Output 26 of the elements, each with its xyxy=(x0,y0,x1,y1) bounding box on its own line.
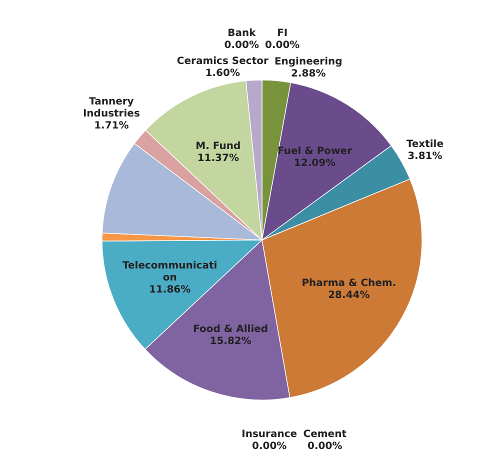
category-label: FI xyxy=(277,28,288,39)
slice-label: Ceramics Sector xyxy=(176,56,268,68)
slice-label: Fuel & Power xyxy=(278,146,352,157)
slice-label: Telecommunication xyxy=(122,260,218,284)
category-label: Cement xyxy=(303,428,346,440)
text: 0.00% xyxy=(252,440,287,452)
data-label: 12.09% xyxy=(294,158,336,169)
text: 0.00% xyxy=(224,40,259,51)
slice-label: Textile xyxy=(406,138,444,150)
data-label: 1.60% xyxy=(205,68,240,80)
slice-label: Engineering xyxy=(274,56,342,68)
slice-label: M. Fund xyxy=(196,141,241,152)
data-label: 11.37% xyxy=(197,153,239,164)
category-label: Insurance xyxy=(242,428,298,440)
data-label: 28.44% xyxy=(328,290,370,301)
category-label: Bank xyxy=(228,28,256,39)
data-label: 15.82% xyxy=(210,336,252,348)
data-label: 11.86% xyxy=(149,284,191,296)
text: 0.00% xyxy=(308,440,342,452)
slice-label: Pharma & Chem. xyxy=(302,278,396,289)
data-label: 1.71% xyxy=(94,120,129,132)
data-label: 2.88% xyxy=(291,68,326,80)
slice-label: Food & Allied xyxy=(193,324,268,336)
text: 0.00% xyxy=(265,40,300,51)
data-label: 3.81% xyxy=(408,150,442,162)
slice-label: Tannery Industries xyxy=(82,96,140,120)
